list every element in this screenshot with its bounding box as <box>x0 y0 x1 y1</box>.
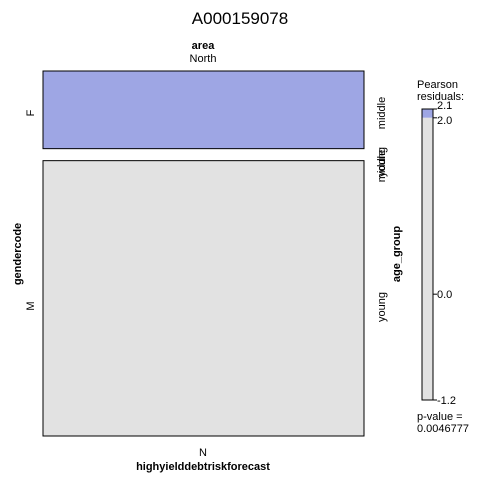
right-variable-label: age_group <box>391 226 403 283</box>
mosaic-cells <box>43 71 364 436</box>
legend-positive-segment <box>422 109 433 118</box>
mosaic-cell-m-young-3 <box>43 161 364 436</box>
chart-title: A000159078 <box>192 9 288 28</box>
legend-ticks: 2.1 2.0 0.0 -1.2 <box>433 100 456 407</box>
mosaic-cell-f-middle-0 <box>43 71 364 149</box>
legend-tick-label-0: 2.1 <box>437 100 452 112</box>
right-level-label-young-m: young <box>376 292 388 322</box>
legend-color-bar <box>422 109 433 400</box>
legend-neutral-segment <box>422 118 433 400</box>
right-level-label-middle-f: middle <box>376 97 388 129</box>
left-variable-label: gendercode <box>12 223 24 285</box>
legend-title-line-1: Pearson <box>417 79 458 91</box>
top-level-label: North <box>190 53 217 65</box>
bottom-variable-label: highyielddebtriskforecast <box>136 461 270 473</box>
legend-tick-label-2: 0.0 <box>437 289 452 301</box>
legend-tick-label-1: 2.0 <box>437 115 452 127</box>
top-variable-label: area <box>192 40 216 52</box>
left-level-label-m: M <box>25 301 37 310</box>
left-level-label-f: F <box>25 109 37 116</box>
p-value-line-2: 0.0046777 <box>417 423 469 435</box>
p-value-line-1: p-value = <box>417 411 463 423</box>
bottom-level-label: N <box>199 447 207 459</box>
right-level-label-young-f: young <box>376 147 388 177</box>
legend-tick-label-3: -1.2 <box>437 395 456 407</box>
